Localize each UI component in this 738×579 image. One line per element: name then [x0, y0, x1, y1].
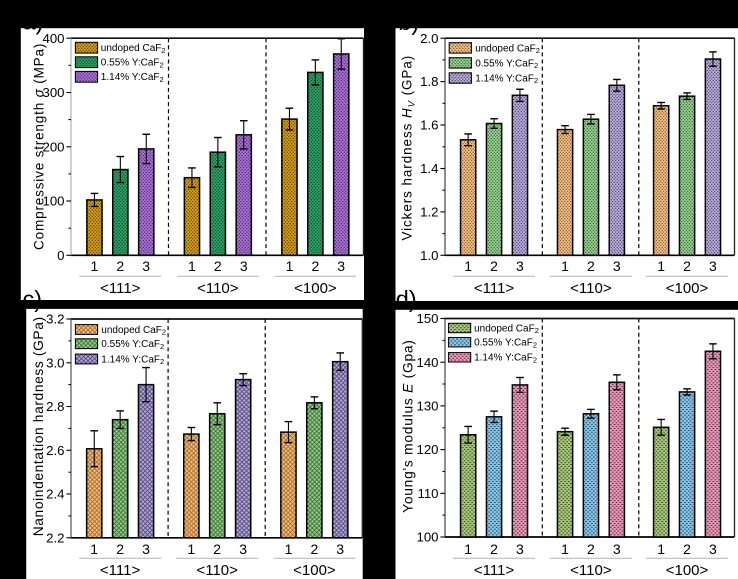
svg-text:150: 150: [416, 311, 438, 326]
svg-text:2: 2: [116, 258, 124, 274]
svg-text:3: 3: [142, 258, 150, 274]
svg-text:110: 110: [417, 486, 438, 501]
svg-text:2: 2: [311, 541, 319, 557]
svg-text:0.55% Y:CaF2: 0.55% Y:CaF2: [101, 58, 164, 70]
svg-text:undoped CaF2: undoped CaF2: [101, 43, 166, 55]
svg-text:0.55% Y:CaF2: 0.55% Y:CaF2: [101, 339, 164, 351]
svg-text:3: 3: [516, 541, 524, 557]
svg-text:3: 3: [142, 541, 150, 557]
svg-text:1: 1: [188, 258, 196, 274]
svg-text:140: 140: [416, 355, 438, 370]
svg-text:2.8: 2.8: [46, 399, 64, 414]
svg-text:a): a): [23, 9, 44, 35]
svg-text:120: 120: [416, 442, 438, 457]
svg-text:<100>: <100>: [666, 280, 709, 297]
svg-text:c): c): [23, 286, 43, 312]
svg-text:1: 1: [561, 541, 569, 557]
svg-text:Compressive strength σ (MPa): Compressive strength σ (MPa): [32, 43, 47, 250]
svg-text:2: 2: [490, 541, 498, 557]
svg-text:undoped CaF2: undoped CaF2: [101, 325, 166, 337]
svg-text:3.2: 3.2: [46, 312, 64, 327]
svg-text:1.8: 1.8: [420, 74, 438, 89]
svg-text:<110>: <110>: [197, 280, 239, 297]
svg-text:1.4: 1.4: [420, 161, 438, 176]
svg-text:1: 1: [187, 541, 195, 557]
svg-text:<111>: <111>: [100, 280, 141, 297]
svg-text:2: 2: [587, 541, 595, 557]
svg-text:<100>: <100>: [293, 562, 336, 579]
svg-text:3: 3: [240, 258, 248, 274]
svg-text:2: 2: [213, 541, 221, 557]
svg-text:1.6: 1.6: [420, 118, 438, 133]
svg-text:2: 2: [312, 258, 320, 274]
svg-text:<100>: <100>: [666, 562, 709, 579]
svg-text:2: 2: [683, 541, 691, 557]
svg-text:3.0: 3.0: [46, 355, 64, 370]
svg-text:2.4: 2.4: [46, 487, 64, 502]
svg-text:1: 1: [464, 541, 472, 557]
svg-text:1: 1: [91, 258, 99, 274]
svg-text:<100>: <100>: [294, 280, 337, 297]
svg-text:1: 1: [657, 541, 665, 557]
svg-text:3: 3: [516, 258, 524, 274]
svg-text:0: 0: [57, 248, 64, 263]
svg-text:d): d): [396, 286, 417, 312]
svg-text:300: 300: [42, 85, 64, 100]
svg-text:1.14% Y:CaF2: 1.14% Y:CaF2: [101, 354, 164, 366]
svg-text:2: 2: [587, 258, 595, 274]
svg-text:1.14% Y:CaF2: 1.14% Y:CaF2: [474, 353, 537, 365]
svg-text:<110>: <110>: [570, 562, 612, 579]
svg-text:1: 1: [90, 541, 98, 557]
svg-text:0.55% Y:CaF2: 0.55% Y:CaF2: [475, 58, 538, 70]
svg-text:1.14% Y:CaF2: 1.14% Y:CaF2: [101, 72, 164, 84]
svg-text:3: 3: [709, 541, 717, 557]
svg-text:Young's modulus E (Gpa): Young's modulus E (Gpa): [401, 339, 416, 513]
svg-text:130: 130: [416, 399, 438, 414]
svg-text:<110>: <110>: [196, 562, 238, 579]
svg-text:1.0: 1.0: [420, 248, 438, 263]
svg-text:2.2: 2.2: [46, 530, 64, 545]
svg-text:200: 200: [42, 139, 64, 154]
svg-text:1: 1: [286, 258, 294, 274]
svg-text:1: 1: [657, 258, 665, 274]
svg-text:100: 100: [416, 530, 438, 545]
svg-text:3: 3: [336, 541, 344, 557]
svg-text:3: 3: [239, 541, 247, 557]
svg-text:100: 100: [42, 194, 64, 209]
svg-text:undoped CaF2: undoped CaF2: [474, 323, 539, 335]
svg-text:2: 2: [214, 258, 222, 274]
svg-text:1: 1: [464, 258, 472, 274]
svg-text:3: 3: [613, 541, 621, 557]
svg-text:3: 3: [709, 258, 717, 274]
svg-text:Nanoindentation hardness (GPa): Nanoindentation hardness (GPa): [31, 316, 46, 536]
svg-text:<111>: <111>: [100, 562, 141, 579]
svg-text:2: 2: [490, 258, 498, 274]
svg-text:2: 2: [683, 258, 691, 274]
svg-text:0.55% Y:CaF2: 0.55% Y:CaF2: [474, 338, 537, 350]
svg-text:3: 3: [613, 258, 621, 274]
svg-text:1.14% Y:CaF2: 1.14% Y:CaF2: [475, 73, 538, 85]
svg-text:1.2: 1.2: [420, 205, 438, 220]
svg-text:<111>: <111>: [474, 562, 515, 579]
svg-text:1: 1: [285, 541, 293, 557]
svg-text:2.6: 2.6: [46, 443, 64, 458]
svg-text:<111>: <111>: [474, 280, 515, 297]
svg-text:<110>: <110>: [570, 280, 612, 297]
svg-text:b): b): [398, 9, 419, 35]
svg-text:1: 1: [561, 258, 569, 274]
svg-text:3: 3: [337, 258, 345, 274]
svg-text:400: 400: [42, 31, 64, 46]
svg-text:2: 2: [116, 541, 124, 557]
svg-text:Vickers hardness HV​ (GPa): Vickers hardness HV​ (GPa): [400, 55, 418, 241]
svg-text:undoped CaF2: undoped CaF2: [475, 43, 540, 55]
svg-text:2.0: 2.0: [420, 31, 438, 46]
